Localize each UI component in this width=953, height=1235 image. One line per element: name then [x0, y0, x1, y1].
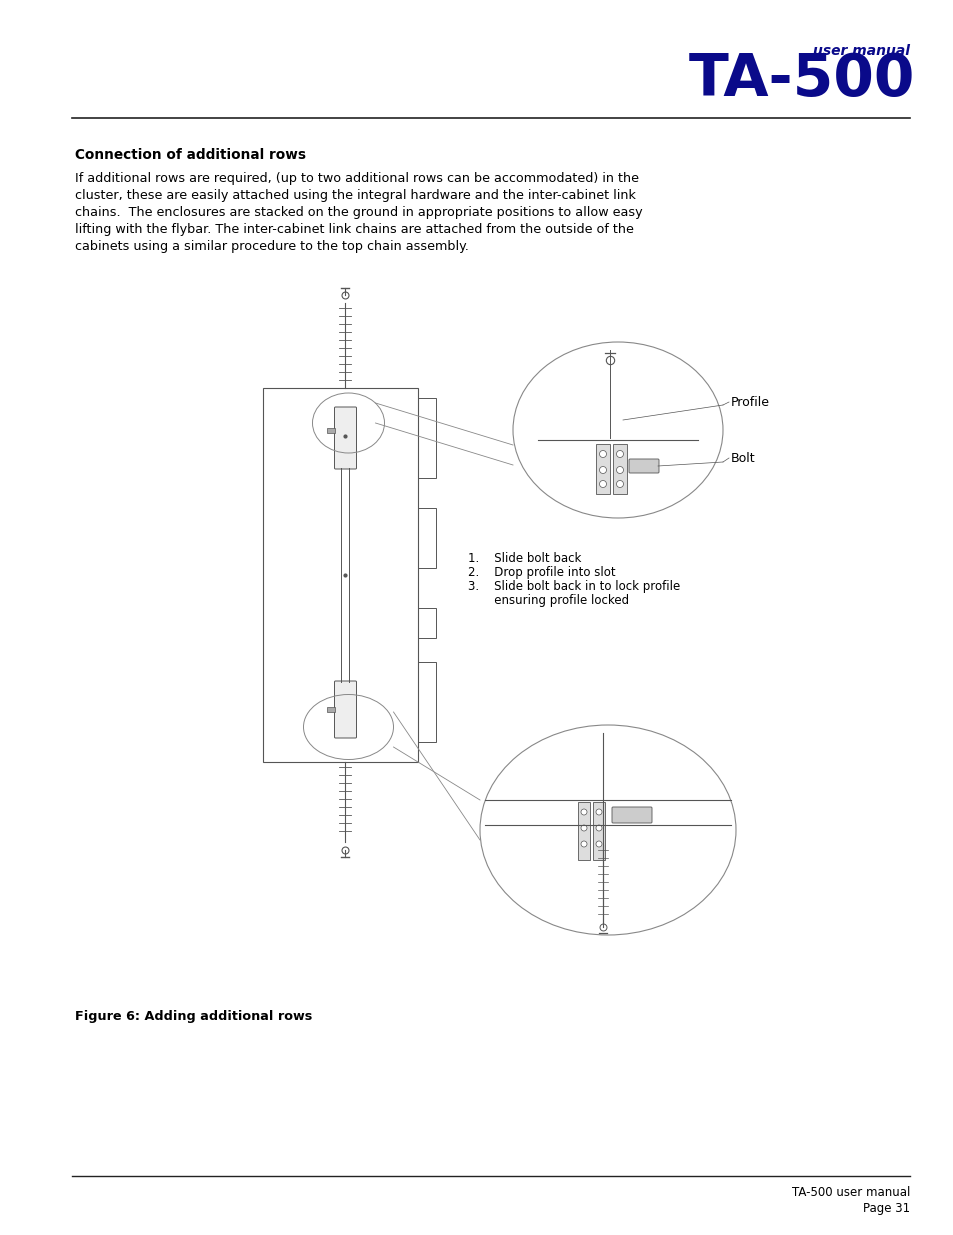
Text: cabinets using a similar procedure to the top chain assembly.: cabinets using a similar procedure to th…: [75, 240, 468, 253]
Text: Figure 6: Adding additional rows: Figure 6: Adding additional rows: [75, 1010, 312, 1023]
Circle shape: [580, 841, 586, 847]
Bar: [417, 398, 436, 478]
Ellipse shape: [513, 342, 722, 517]
Text: Connection of additional rows: Connection of additional rows: [75, 148, 306, 162]
Text: 1.    Slide bolt back: 1. Slide bolt back: [468, 552, 580, 564]
FancyBboxPatch shape: [335, 408, 356, 469]
Circle shape: [596, 809, 601, 815]
Text: ensuring profile locked: ensuring profile locked: [468, 594, 628, 606]
Bar: [417, 662, 436, 742]
Text: TA-500 user manual: TA-500 user manual: [791, 1186, 909, 1199]
Text: Bolt: Bolt: [730, 452, 755, 464]
Bar: [263, 388, 417, 762]
Bar: [613, 445, 626, 494]
Circle shape: [596, 825, 601, 831]
Circle shape: [598, 451, 606, 457]
Bar: [417, 608, 436, 638]
Circle shape: [598, 480, 606, 488]
Circle shape: [580, 809, 586, 815]
Text: If additional rows are required, (up to two additional rows can be accommodated): If additional rows are required, (up to …: [75, 172, 639, 185]
Bar: [417, 508, 436, 568]
Text: TA-500: TA-500: [688, 51, 914, 107]
Bar: [593, 802, 604, 860]
Text: 2.    Drop profile into slot: 2. Drop profile into slot: [468, 566, 615, 579]
FancyBboxPatch shape: [612, 806, 651, 823]
Circle shape: [596, 841, 601, 847]
Bar: [327, 429, 335, 433]
Text: lifting with the flybar. The inter-cabinet link chains are attached from the out: lifting with the flybar. The inter-cabin…: [75, 224, 633, 236]
Text: Page 31: Page 31: [862, 1202, 909, 1215]
Circle shape: [598, 467, 606, 473]
Bar: [596, 445, 609, 494]
Text: 3.    Slide bolt back in to lock profile: 3. Slide bolt back in to lock profile: [468, 580, 679, 593]
Text: cluster, these are easily attached using the integral hardware and the inter-cab: cluster, these are easily attached using…: [75, 189, 636, 203]
Text: Profile: Profile: [730, 395, 769, 409]
Text: user manual: user manual: [812, 44, 909, 58]
Circle shape: [580, 825, 586, 831]
Ellipse shape: [479, 725, 735, 935]
Bar: [578, 802, 589, 860]
Circle shape: [616, 480, 623, 488]
Circle shape: [616, 451, 623, 457]
FancyBboxPatch shape: [335, 680, 356, 739]
Text: chains.  The enclosures are stacked on the ground in appropriate positions to al: chains. The enclosures are stacked on th…: [75, 206, 642, 219]
Bar: [327, 706, 335, 713]
Circle shape: [616, 467, 623, 473]
FancyBboxPatch shape: [628, 459, 659, 473]
